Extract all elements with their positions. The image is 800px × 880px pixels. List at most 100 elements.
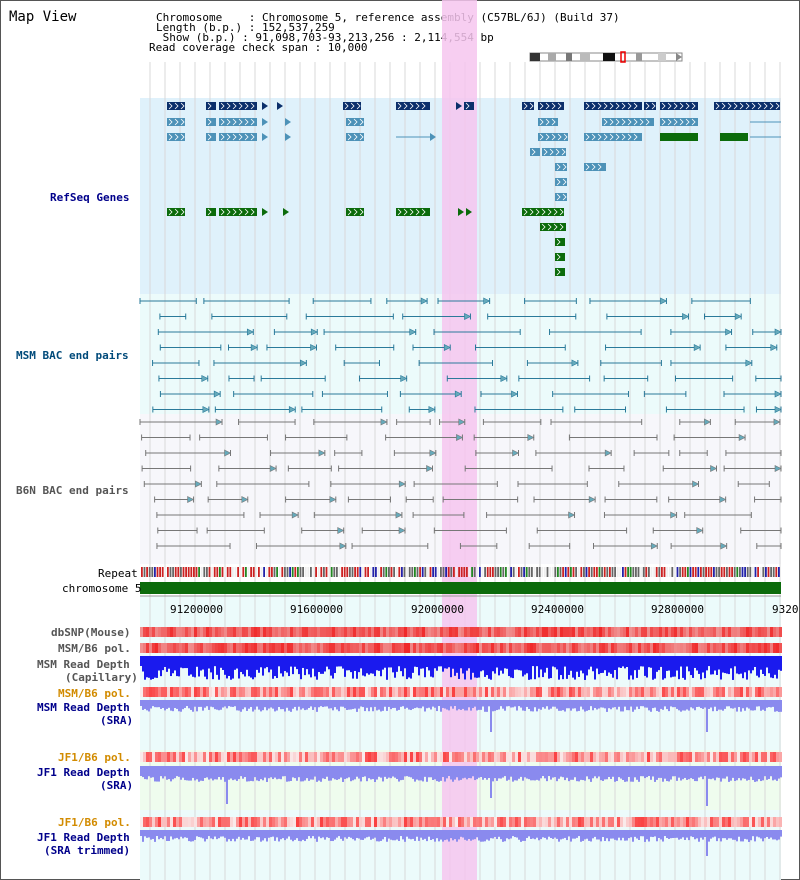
depth-bar bbox=[596, 830, 598, 840]
depth-bar bbox=[312, 766, 314, 780]
depth-bar bbox=[670, 830, 672, 839]
highlight-region[interactable] bbox=[442, 0, 477, 880]
depth-bar bbox=[476, 766, 478, 780]
chromosome-ideogram[interactable] bbox=[529, 51, 683, 63]
track-label-refseq[interactable]: RefSeq Genes bbox=[50, 191, 130, 204]
heat-cell bbox=[695, 817, 698, 827]
depth-bar bbox=[668, 766, 670, 782]
strand-arrow bbox=[207, 208, 212, 216]
heat-cell bbox=[338, 627, 341, 637]
refseq-gene-features[interactable] bbox=[167, 102, 781, 276]
heat-cell bbox=[434, 687, 437, 697]
heat-cell bbox=[269, 643, 272, 653]
heat-cell bbox=[167, 817, 170, 827]
heat-cell bbox=[767, 817, 770, 827]
depth-bar bbox=[318, 700, 320, 708]
dbsnp-heatmap[interactable] bbox=[140, 627, 782, 637]
repeat-mark bbox=[580, 567, 583, 577]
heat-cell bbox=[377, 752, 380, 762]
heat-cell bbox=[488, 817, 491, 827]
track-label-msm-b6-pol-1[interactable]: MSM/B6 pol. bbox=[58, 642, 131, 655]
msm-depth-sra-plot[interactable] bbox=[140, 700, 782, 732]
depth-bar bbox=[726, 656, 728, 674]
heat-cell bbox=[680, 752, 683, 762]
depth-bar bbox=[168, 766, 170, 780]
heat-cell bbox=[323, 643, 326, 653]
heat-cell bbox=[260, 643, 263, 653]
depth-bar bbox=[314, 766, 316, 777]
repeat-mark bbox=[234, 567, 237, 577]
track-label-repeat[interactable]: Repeat bbox=[98, 567, 138, 580]
depth-bar bbox=[472, 700, 474, 709]
track-label-jf1-depth-sra[interactable]: JF1 Read Depth bbox=[37, 766, 130, 779]
track-label-jf1-b6-pol-1[interactable]: JF1/B6 pol. bbox=[58, 751, 131, 764]
heat-cell bbox=[560, 643, 563, 653]
heat-cell bbox=[344, 643, 347, 653]
heat-cell bbox=[623, 817, 626, 827]
depth-bar bbox=[772, 766, 774, 781]
repeat-mark bbox=[336, 567, 338, 577]
depth-bar bbox=[376, 766, 378, 780]
depth-bar bbox=[416, 830, 418, 837]
track-label-msm-b6-pol-2[interactable]: MSM/B6 pol. bbox=[58, 687, 131, 700]
heat-cell bbox=[374, 687, 377, 697]
depth-bar bbox=[474, 700, 476, 707]
depth-bar bbox=[188, 830, 190, 842]
track-label-jf1-depth-trimmed[interactable]: JF1 Read Depth bbox=[37, 831, 130, 844]
track-label-dbsnp[interactable]: dbSNP(Mouse) bbox=[51, 626, 131, 639]
heat-cell bbox=[590, 627, 593, 637]
heat-cell bbox=[611, 687, 614, 697]
track-label-chromosome[interactable]: chromosome 5 bbox=[62, 582, 142, 595]
depth-bar bbox=[638, 656, 640, 670]
msm-depth-capillary-plot[interactable] bbox=[140, 656, 782, 680]
depth-bar bbox=[190, 656, 192, 675]
depth-bar bbox=[750, 656, 752, 674]
msm-b6-pol-heatmap-2[interactable] bbox=[140, 687, 782, 697]
heat-cell bbox=[284, 752, 287, 762]
repeat-mark bbox=[728, 567, 731, 577]
strand-arrow bbox=[250, 102, 255, 110]
depth-bar bbox=[744, 656, 746, 673]
depth-bar bbox=[274, 830, 276, 841]
strand-arrow bbox=[615, 102, 620, 110]
b6n-bac-pairs[interactable] bbox=[139, 418, 782, 550]
depth-bar bbox=[340, 830, 342, 839]
chromosome-bar[interactable] bbox=[140, 582, 781, 594]
msm-b6-pol-heatmap-1[interactable] bbox=[140, 643, 782, 653]
depth-bar bbox=[252, 700, 254, 712]
track-label-b6n-bac[interactable]: B6N BAC end pairs bbox=[16, 484, 129, 497]
jf1-b6-pol-heatmap-2[interactable] bbox=[140, 817, 782, 827]
jf1-depth-sra-plot[interactable] bbox=[140, 766, 782, 806]
msm-bac-pairs[interactable] bbox=[139, 297, 782, 413]
repeat-track[interactable] bbox=[141, 567, 780, 577]
depth-bar bbox=[282, 830, 284, 839]
heat-cell bbox=[242, 627, 245, 637]
depth-bar bbox=[748, 830, 750, 842]
depth-bar bbox=[512, 766, 514, 782]
strand-arrow bbox=[661, 102, 666, 110]
heat-cell bbox=[155, 817, 158, 827]
depth-bar bbox=[230, 766, 232, 779]
depth-bar bbox=[210, 830, 212, 839]
jf1-depth-trimmed-plot[interactable] bbox=[140, 830, 782, 856]
depth-bar bbox=[206, 766, 208, 778]
track-label-jf1-b6-pol-2[interactable]: JF1/B6 pol. bbox=[58, 816, 131, 829]
depth-bar bbox=[228, 700, 230, 707]
heat-cell bbox=[452, 643, 455, 653]
depth-bar bbox=[468, 830, 470, 840]
jf1-b6-pol-heatmap-1[interactable] bbox=[140, 752, 782, 762]
track-label-msm-bac[interactable]: MSM BAC end pairs bbox=[16, 349, 129, 362]
depth-bar bbox=[758, 656, 760, 678]
depth-bar bbox=[634, 766, 636, 778]
track-label-msm-depth-sra[interactable]: MSM Read Depth bbox=[37, 701, 130, 714]
track-label-msm-depth-capillary[interactable]: MSM Read Depth bbox=[37, 658, 130, 671]
depth-bar bbox=[722, 830, 724, 839]
depth-bar bbox=[182, 766, 184, 778]
repeat-mark bbox=[705, 567, 707, 577]
depth-bar bbox=[700, 700, 702, 709]
depth-bar bbox=[466, 700, 468, 711]
depth-bar bbox=[606, 766, 608, 780]
heat-cell bbox=[476, 687, 479, 697]
heat-cell bbox=[704, 752, 707, 762]
